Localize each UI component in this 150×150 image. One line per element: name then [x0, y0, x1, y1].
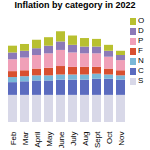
- svg-text:June: June: [57, 131, 66, 148]
- svg-text:Nov: Nov: [117, 132, 126, 146]
- svg-text:July: July: [69, 132, 78, 146]
- svg-text:Aug: Aug: [81, 132, 90, 146]
- html-text:Inflation by category in 2022: Inflation by category in 2022: [14, 0, 136, 10]
- svg-text:April: April: [33, 131, 42, 147]
- svg-text:Feb: Feb: [9, 131, 18, 145]
- svg-text:Mar: Mar: [21, 131, 30, 145]
- html-text:C: C: [138, 66, 144, 75]
- html-text:P: P: [138, 36, 144, 45]
- html-text:S: S: [138, 76, 144, 85]
- html-text:N: N: [138, 56, 144, 65]
- html-text:O: O: [138, 16, 145, 25]
- svg-text:Oct: Oct: [105, 131, 114, 144]
- html-text:D: D: [138, 26, 144, 35]
- svg-text:May: May: [45, 132, 54, 147]
- html-text:F: F: [138, 46, 143, 55]
- svg-text:Sept: Sept: [93, 131, 102, 148]
